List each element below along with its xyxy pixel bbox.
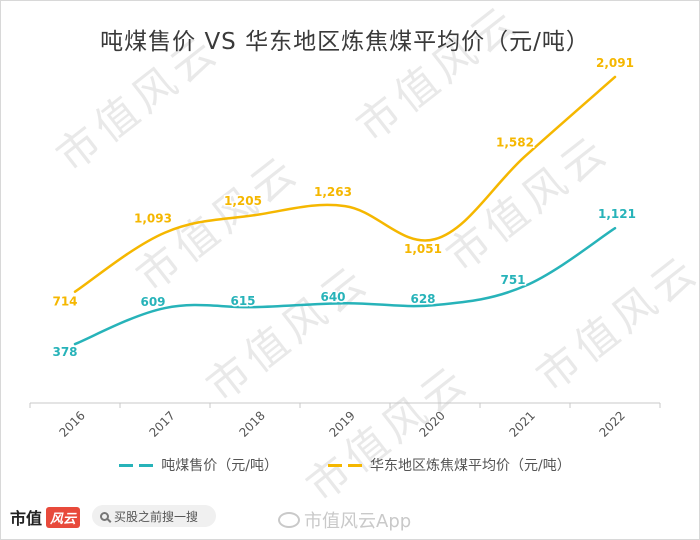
data-label: 1,205 bbox=[224, 194, 262, 208]
data-label: 628 bbox=[410, 292, 435, 306]
x-tick-label: 2016 bbox=[56, 408, 87, 439]
weibo-watermark: 市值风云App bbox=[278, 507, 411, 533]
x-tick-label: 2021 bbox=[506, 408, 537, 439]
chart-title: 吨煤售价 VS 华东地区炼焦煤平均价（元/吨） bbox=[100, 29, 590, 55]
data-label: 609 bbox=[140, 295, 165, 309]
data-label: 751 bbox=[500, 273, 525, 287]
x-tick-label: 2022 bbox=[596, 408, 627, 439]
data-label: 2,091 bbox=[596, 56, 634, 70]
brand-logo-text: 市值 bbox=[10, 509, 43, 528]
legend-label-coking-coal-price: 华东地区炼焦煤平均价（元/吨） bbox=[370, 458, 571, 474]
series-line-0 bbox=[73, 226, 617, 346]
x-tick-label: 2018 bbox=[236, 408, 267, 439]
brand-logo-badge: 风云 bbox=[46, 506, 81, 528]
search-icon bbox=[100, 511, 109, 521]
search-pill[interactable]: 买股之前搜一搜 bbox=[92, 505, 216, 527]
weibo-label: 市值风云App bbox=[304, 511, 412, 532]
data-label: 640 bbox=[320, 290, 345, 304]
legend-swatch-coking-coal-price bbox=[328, 463, 362, 467]
x-tick-label: 2020 bbox=[416, 408, 447, 439]
series-line-1 bbox=[73, 75, 617, 293]
data-label: 1,582 bbox=[496, 135, 534, 149]
data-label: 1,121 bbox=[598, 207, 636, 221]
search-placeholder: 买股之前搜一搜 bbox=[114, 509, 199, 524]
data-label: 1,093 bbox=[134, 212, 172, 226]
weibo-icon bbox=[278, 512, 300, 528]
brand-logo[interactable]: 市值 风云 bbox=[10, 505, 81, 529]
legend: 吨煤售价（元/吨） 华东地区炼焦煤平均价（元/吨） bbox=[0, 455, 690, 475]
legend-swatch-coal-price bbox=[119, 463, 154, 467]
x-tick-label: 2019 bbox=[326, 408, 357, 439]
legend-item-coal-price: 吨煤售价（元/吨） bbox=[119, 455, 278, 475]
data-label: 615 bbox=[230, 294, 255, 308]
data-label: 714 bbox=[52, 295, 77, 309]
legend-label-coal-price: 吨煤售价（元/吨） bbox=[161, 458, 278, 474]
data-label: 1,051 bbox=[404, 242, 442, 256]
data-label: 378 bbox=[52, 345, 77, 359]
data-label: 1,263 bbox=[314, 185, 352, 199]
x-tick-label: 2017 bbox=[146, 408, 177, 439]
legend-item-coking-coal-price: 华东地区炼焦煤平均价（元/吨） bbox=[328, 455, 571, 475]
